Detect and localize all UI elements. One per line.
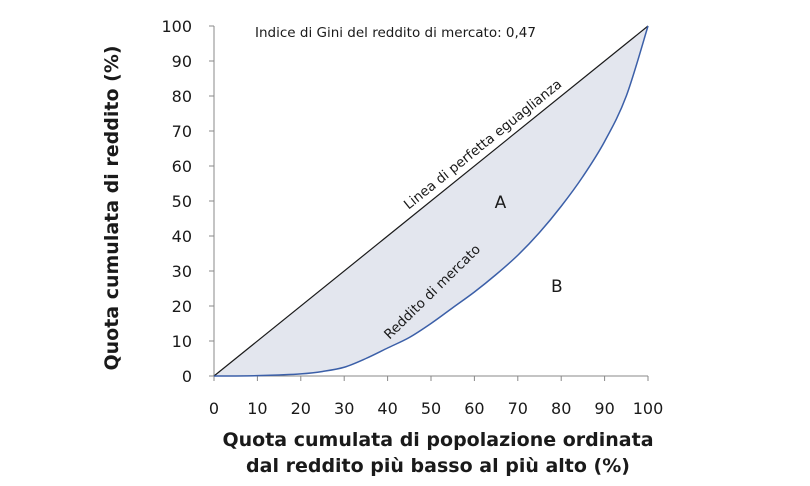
- y-tick-label-70: 70: [172, 122, 192, 141]
- x-axis-ticks: 0 10 20 30 40 50 60 70 80 90 100: [209, 376, 663, 418]
- x-tick-label-40: 40: [377, 399, 397, 418]
- x-tick-label-50: 50: [421, 399, 441, 418]
- y-tick-label-90: 90: [172, 52, 192, 71]
- x-axis-title-line-2: dal reddito più basso al più alto (%): [246, 455, 630, 477]
- y-tick-label-40: 40: [172, 227, 192, 246]
- x-tick-label-100: 100: [633, 399, 664, 418]
- y-tick-label-20: 20: [172, 297, 192, 316]
- gini-annotation: Indice di Gini del reddito di mercato: 0…: [255, 25, 536, 41]
- market-income-curve: [213, 25, 649, 377]
- y-tick-label-60: 60: [172, 157, 192, 176]
- equality-line: [213, 25, 649, 377]
- region-b-label: B: [551, 277, 563, 297]
- x-axis-title-line-1: Quota cumulata di popolazione ordinata: [222, 429, 653, 451]
- y-tick-label-10: 10: [172, 332, 192, 351]
- x-tick-label-70: 70: [508, 399, 528, 418]
- y-tick-label-80: 80: [172, 87, 192, 106]
- y-axis-ticks: 0 10 20 30 40 50 60 70 80 90 100: [161, 17, 214, 386]
- x-tick-label-0: 0: [209, 399, 219, 418]
- x-tick-label-90: 90: [594, 399, 614, 418]
- x-tick-label-60: 60: [464, 399, 484, 418]
- y-tick-label-50: 50: [172, 192, 192, 211]
- x-tick-label-30: 30: [334, 399, 354, 418]
- x-tick-label-20: 20: [291, 399, 311, 418]
- y-tick-label-0: 0: [182, 367, 192, 386]
- region-a-label: A: [495, 193, 507, 213]
- y-axis-title: Quota cumulata di reddito (%): [101, 45, 123, 370]
- y-tick-label-100: 100: [161, 17, 192, 36]
- y-tick-label-30: 30: [172, 262, 192, 281]
- x-tick-label-80: 80: [551, 399, 571, 418]
- x-tick-label-10: 10: [247, 399, 267, 418]
